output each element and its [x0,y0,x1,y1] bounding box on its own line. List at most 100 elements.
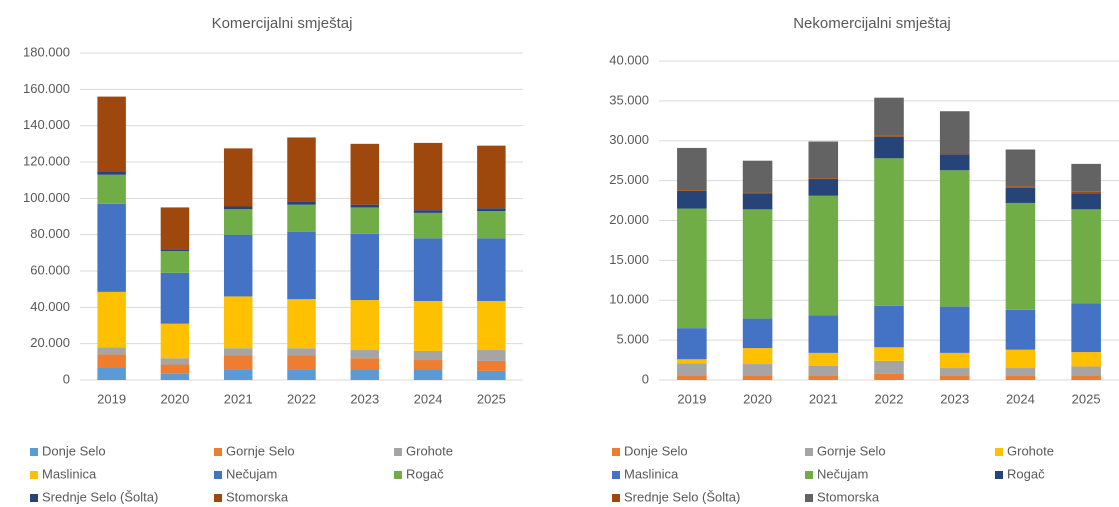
y-tick-label: 30.000 [609,132,649,147]
legend-swatch [805,471,813,479]
bar-segment [413,142,443,211]
bar-segment [1071,366,1101,376]
bar-segment [742,375,773,380]
bar-segment [287,348,316,356]
bar-segment [808,141,839,179]
bar-segment [413,210,443,213]
bar-segment [477,360,506,371]
legend-swatch [805,494,813,502]
bar-segment [677,375,707,380]
bar-segment [808,179,839,196]
bar-segment [742,193,773,210]
bar-segment [742,192,773,194]
bar-segment [742,348,773,365]
x-tick-label: 2022 [875,391,904,406]
bar-segment [677,190,707,209]
y-tick-label: 25.000 [609,172,649,187]
legend-label: Grohote [1007,443,1054,458]
x-tick-label: 2021 [809,391,838,406]
bar-segment [939,306,970,353]
x-tick-label: 2020 [160,391,189,406]
chart-title: Nekomercijalni smještaj [793,15,951,32]
bar-segment [808,375,839,380]
y-tick-label: 100.000 [23,190,70,205]
x-tick-label: 2019 [97,391,126,406]
bar-segment [223,348,253,356]
y-tick-label: 10.000 [609,292,649,307]
legend-label: Maslinica [42,466,97,481]
bar-segment [677,147,707,191]
legend-label: Rogač [406,466,444,481]
bar-segment [350,233,380,301]
bar-segment [939,153,970,155]
y-tick-label: 15.000 [609,252,649,267]
legend-swatch [30,448,38,456]
legend-swatch [214,471,222,479]
bar-segment [287,299,316,349]
bar-segment [1005,149,1036,187]
x-tick-label: 2025 [477,391,506,406]
bar-segment [350,204,380,208]
bar-segment [477,370,506,380]
y-tick-label: 60.000 [30,262,70,277]
bar-segment [477,238,506,301]
legend-label: Gornje Selo [817,443,886,458]
bar-segment [677,328,707,360]
legend-swatch [214,448,222,456]
y-tick-label: 40.000 [30,299,70,314]
bar-segment [939,375,970,380]
bar-segment [223,296,253,349]
legend-swatch [612,448,620,456]
bar-segment [677,359,707,364]
bar-segment [477,211,506,239]
bar-segment [1071,191,1101,194]
bar-segment [808,195,839,316]
y-tick-label: 20.000 [609,212,649,227]
bar-segment [808,352,839,366]
bar-segment [1071,375,1101,380]
bar-segment [413,212,443,239]
legend-swatch [394,448,402,456]
bar-segment [939,368,970,376]
bar-segment [97,203,126,292]
legend-label: Donje Selo [42,443,106,458]
bar-segment [97,96,126,172]
legend-label: Stomorska [226,489,289,504]
bar-segment [350,350,380,359]
x-tick-label: 2019 [677,391,706,406]
legend-swatch [612,471,620,479]
bar-segment [1005,309,1036,350]
bar-segment [939,352,970,369]
x-tick-label: 2024 [414,391,443,406]
legend-label: Maslinica [624,466,679,481]
bar-segment [223,206,253,210]
bar-segment [939,154,970,171]
legend-label: Nečujam [226,466,277,481]
bar-segment [677,363,707,376]
chart-title: Komercijalni smještaj [212,15,353,32]
bar-segment [287,231,316,300]
legend-label: Stomorska [817,489,880,504]
bar-segment [874,373,904,380]
bar-segment [350,143,380,205]
bar-segment [160,358,190,365]
bar-segment [677,208,707,329]
legend-label: Donje Selo [624,443,688,458]
legend-label: Grohote [406,443,453,458]
bar-segment [1005,368,1036,376]
bar-segment [477,300,506,351]
bar-segment [742,364,773,376]
bar-segment [1005,186,1036,188]
bar-segment [160,323,190,359]
bar-segment [477,350,506,361]
bar-segment [97,368,126,380]
bar-segment [160,272,190,324]
bar-segment [413,360,443,371]
bar-segment [939,170,970,307]
bar-segment [1005,349,1036,369]
bar-segment [477,208,506,212]
bar-segment [350,370,380,380]
bar-segment [742,209,773,319]
legend-swatch [805,448,813,456]
bar-segment [874,136,904,159]
